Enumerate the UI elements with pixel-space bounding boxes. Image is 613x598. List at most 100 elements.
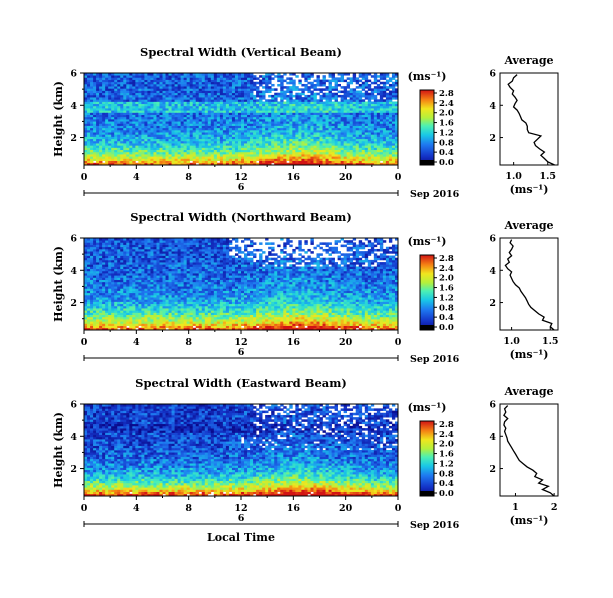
heatmap-cell [96, 99, 100, 102]
heatmap-cell [123, 114, 127, 118]
heatmap-cell [364, 158, 369, 161]
heatmap-cell [331, 156, 335, 159]
heatmap-cell [90, 88, 94, 91]
heatmap-cell [237, 314, 242, 318]
heatmap-cell [132, 321, 136, 324]
heatmap-cell [289, 112, 293, 115]
heatmap-cell [117, 99, 121, 102]
heatmap-cell [286, 151, 290, 155]
heatmap-cell [159, 110, 163, 113]
heatmap-cell [219, 116, 224, 120]
heatmap-cell [289, 99, 293, 102]
heatmap-cell [289, 116, 293, 120]
heatmap-cell [165, 312, 169, 316]
heatmap-cell [394, 134, 399, 137]
heatmap-cell [280, 321, 284, 324]
heatmap-cell [192, 79, 197, 83]
heatmap-cell [96, 97, 100, 100]
heatmap-cell [171, 81, 175, 85]
heatmap-cell [192, 140, 197, 144]
heatmap-cell [334, 138, 338, 142]
heatmap-cell [138, 121, 142, 124]
heatmap-cell [105, 151, 109, 155]
heatmap-cell [289, 110, 293, 113]
heatmap-cell [210, 77, 215, 80]
heatmap-cell [313, 162, 317, 166]
heatmap-cell [319, 154, 323, 157]
heatmap-cell [105, 160, 109, 164]
heatmap-cell [259, 75, 263, 78]
heatmap-cell [328, 316, 332, 320]
heatmap-cell [280, 116, 284, 120]
heatmap-cell [147, 321, 151, 324]
heatmap-cell [192, 123, 197, 126]
heatmap-cell [364, 86, 369, 89]
heatmap-cell [289, 92, 293, 96]
heatmap-cell [394, 162, 399, 166]
heatmap-cell [219, 162, 224, 166]
heatmap-cell [349, 143, 354, 146]
heatmap-cell [111, 132, 115, 135]
heatmap-cell [189, 125, 194, 129]
heatmap-cell [123, 92, 127, 96]
heatmap-cell [207, 147, 212, 151]
heatmap-cell [96, 83, 100, 87]
heatmap-cell [102, 97, 106, 100]
heatmap-cell [174, 97, 178, 100]
heatmap-cell [241, 110, 245, 113]
heatmap-cell [144, 114, 148, 118]
heatmap-cell [123, 319, 127, 322]
heatmap-cell [247, 138, 251, 142]
heatmap-cell [388, 149, 393, 153]
heatmap-cell [135, 116, 139, 120]
heatmap-cell [111, 316, 115, 320]
heatmap-cell [147, 99, 151, 102]
heatmap-cell [129, 132, 133, 135]
heatmap-cell [174, 121, 178, 124]
heatmap-cell [210, 129, 215, 133]
heatmap-cell [265, 162, 269, 166]
heatmap-cell [84, 325, 88, 329]
heatmap-cell [304, 114, 308, 118]
heatmap-cell [331, 79, 335, 83]
heatmap-cell [153, 319, 157, 322]
heatmap-cell [283, 143, 287, 146]
heatmap-cell [307, 81, 311, 85]
heatmap-cell [93, 94, 97, 98]
heatmap-cell [231, 319, 236, 322]
heatmap-cell [186, 97, 191, 100]
heatmap-cell [117, 119, 121, 122]
heatmap-cell [120, 123, 124, 126]
heatmap-cell [144, 138, 148, 142]
heatmap-cell [213, 110, 218, 113]
heatmap-cell [316, 83, 320, 87]
heatmap-cell [373, 110, 378, 113]
heatmap-cell [180, 88, 184, 91]
heatmap-cell [99, 75, 103, 78]
heatmap-cell [346, 125, 351, 129]
heatmap-cell [268, 138, 272, 142]
heatmap-cell [192, 136, 197, 140]
heatmap-cell [213, 147, 218, 151]
heatmap-cell [102, 149, 106, 153]
heatmap-cell [292, 154, 296, 157]
heatmap-cell [304, 112, 308, 115]
heatmap-cell [277, 92, 281, 96]
heatmap-cell [283, 110, 287, 113]
heatmap-cell [310, 116, 314, 120]
heatmap-cell [213, 325, 218, 329]
heatmap-cell [120, 114, 124, 118]
heatmap-cell [165, 136, 169, 140]
heatmap-cell [313, 116, 317, 120]
heatmap-cell [388, 323, 393, 326]
heatmap-cell [159, 81, 163, 85]
heatmap-cell [262, 327, 266, 331]
heatmap-cell [165, 112, 169, 115]
heatmap-cell [391, 327, 396, 331]
heatmap-cell [316, 88, 320, 91]
heatmap-cell [216, 140, 221, 144]
heatmap-cell [192, 101, 197, 105]
heatmap-cell [156, 88, 160, 91]
heatmap-cell [210, 103, 215, 107]
heatmap-cell [241, 88, 245, 91]
